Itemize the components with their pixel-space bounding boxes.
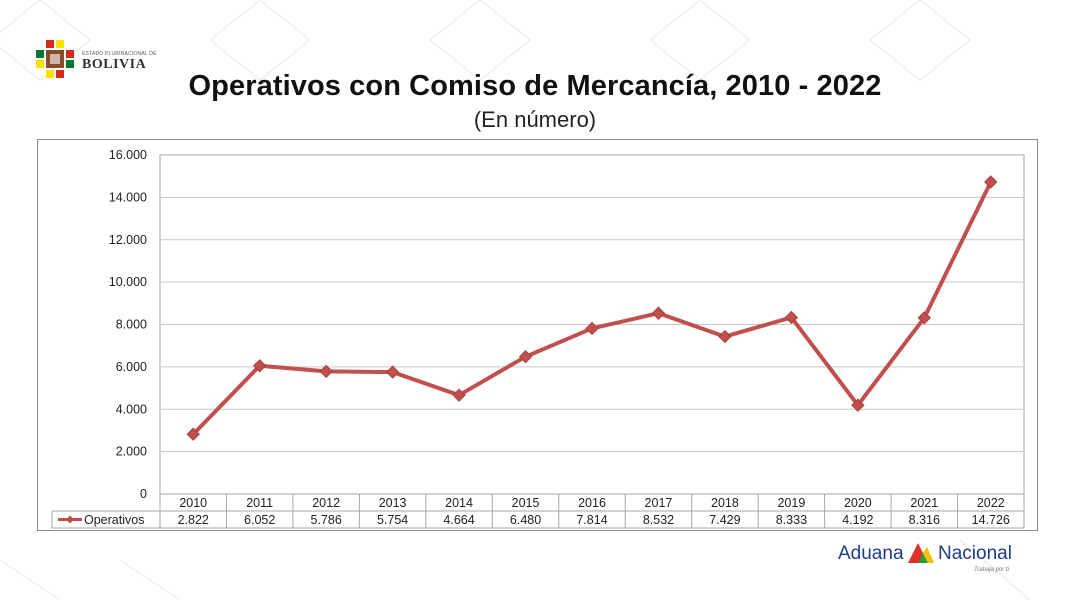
x-category-label: 2019 bbox=[777, 496, 805, 510]
data-table-value: 14.726 bbox=[972, 513, 1010, 527]
y-axis-ticks: 0 2.000 4.000 6.000 8.000 10.000 12.000 14.000 1… bbox=[109, 148, 147, 501]
bolivia-emblem-icon bbox=[36, 40, 74, 78]
aduana-mountain-icon bbox=[908, 543, 934, 563]
aduana-nacional-logo: Aduana Nacional Trabaja por ti bbox=[838, 537, 1018, 581]
y-tick-label: 12.000 bbox=[109, 233, 147, 247]
data-point bbox=[518, 349, 533, 364]
x-category-label: 2022 bbox=[977, 496, 1005, 510]
y-tick-label: 8.000 bbox=[116, 318, 147, 332]
data-table-value: 2.822 bbox=[178, 513, 209, 527]
data-table-value: 5.786 bbox=[311, 513, 342, 527]
data-point bbox=[651, 306, 666, 320]
data-table-value: 4.664 bbox=[443, 513, 474, 527]
y-tick-label: 6.000 bbox=[116, 360, 147, 374]
data-point bbox=[385, 365, 400, 379]
aduana-logo-text: Aduana bbox=[838, 543, 904, 564]
line-chart: 0 2.000 4.000 6.000 8.000 10.000 12.000 14.000 1… bbox=[51, 148, 1025, 529]
data-table-value: 6.052 bbox=[244, 513, 275, 527]
x-category-label: 2017 bbox=[645, 496, 673, 510]
x-category-label: 2014 bbox=[445, 496, 473, 510]
bolivia-logo-small-text: ESTADO PLURINACIONAL DE bbox=[82, 51, 157, 57]
y-tick-label: 10.000 bbox=[109, 275, 147, 289]
data-table-value: 7.429 bbox=[709, 513, 740, 527]
data-point bbox=[917, 311, 932, 325]
data-point bbox=[252, 359, 267, 373]
data-point bbox=[984, 175, 998, 189]
aduana-tagline: Trabaja por ti bbox=[974, 567, 1009, 573]
series-line-layer bbox=[191, 181, 993, 436]
data-table-value: 4.192 bbox=[842, 513, 873, 527]
x-category-label: 2021 bbox=[910, 496, 938, 510]
legend-series-name: Operativos bbox=[84, 513, 144, 527]
y-tick-label: 16.000 bbox=[109, 148, 147, 162]
bolivia-logo: ESTADO PLURINACIONAL DE BOLIVIA bbox=[32, 38, 172, 84]
data-point bbox=[452, 388, 466, 402]
x-category-label: 2012 bbox=[312, 496, 340, 510]
data-point bbox=[186, 427, 200, 441]
x-category-label: 2010 bbox=[179, 496, 207, 510]
bolivia-logo-text: BOLIVIA bbox=[82, 57, 147, 72]
y-tick-label: 4.000 bbox=[116, 402, 147, 416]
data-table: 2010 2011 2012 2013 2014 2015 2016 2017 2018 2019… bbox=[51, 494, 1025, 529]
legend-marker-key bbox=[66, 515, 74, 524]
chart-frame: 0 2.000 4.000 6.000 8.000 10.000 12.000 14.000 1… bbox=[37, 139, 1038, 531]
data-table-value: 6.480 bbox=[510, 513, 541, 527]
data-table-value: 5.754 bbox=[377, 513, 408, 527]
x-category-label: 2020 bbox=[844, 496, 872, 510]
data-point bbox=[784, 310, 799, 325]
y-tick-label: 2.000 bbox=[116, 445, 147, 459]
data-table-value: 8.333 bbox=[776, 513, 807, 527]
chart-subtitle: (En número) bbox=[473, 107, 597, 132]
data-point bbox=[851, 398, 865, 412]
x-category-label: 2015 bbox=[512, 496, 540, 510]
data-point bbox=[319, 364, 333, 379]
y-tick-label: 0 bbox=[140, 487, 147, 501]
x-category-label: 2018 bbox=[711, 496, 739, 510]
data-table-value: 8.316 bbox=[909, 513, 940, 527]
data-table-value: 8.532 bbox=[643, 513, 674, 527]
nacional-logo-text: Nacional bbox=[938, 543, 1012, 564]
series-line-operativos bbox=[191, 181, 993, 436]
data-point bbox=[585, 321, 599, 336]
x-category-label: 2013 bbox=[379, 496, 407, 510]
chart-title: Operativos con Comiso de Mercancía, 2010… bbox=[188, 70, 882, 102]
y-tick-label: 14.000 bbox=[109, 190, 147, 204]
data-table-value: 7.814 bbox=[576, 513, 607, 527]
gridlines bbox=[159, 154, 1025, 495]
x-category-label: 2011 bbox=[246, 496, 273, 510]
series-markers bbox=[186, 175, 998, 441]
data-point bbox=[718, 329, 732, 344]
x-category-label: 2016 bbox=[578, 496, 606, 510]
